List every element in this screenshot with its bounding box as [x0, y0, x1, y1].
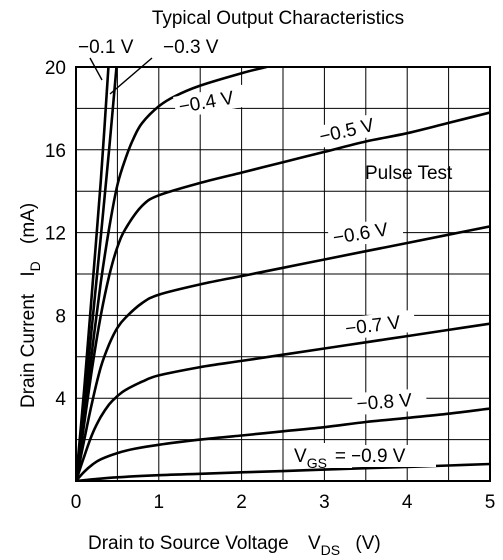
- series-line-2: [76, 67, 268, 481]
- leader-line-0: [89, 57, 103, 81]
- curve-label-bg: [351, 388, 428, 416]
- chart-title: Typical Output Characteristics: [152, 8, 404, 29]
- curve-label-text: −0.5 V: [317, 115, 376, 148]
- vgs-prefix-text: VGS =: [294, 446, 346, 471]
- curve-labels: −0.1 V −0.3 V −0.4 V −0.5 V −0.6 V −0.7 V −0.8…: [78, 37, 436, 471]
- vgs-symbol: V: [294, 446, 307, 467]
- x-tick-label: 4: [402, 492, 413, 513]
- y-tick-label: 12: [45, 224, 66, 245]
- x-axis-symbol-sub: DS: [321, 542, 340, 558]
- curve-label-text: −0.9 V: [350, 446, 406, 467]
- series-line-3: [76, 111, 490, 481]
- curve-label-bg: [339, 309, 417, 341]
- y-tick-label: 4: [55, 389, 66, 410]
- curve-label-2: −0.4 V: [173, 84, 250, 119]
- curve-label-bg: [313, 110, 391, 149]
- curve-label-1: −0.3 V: [163, 37, 219, 58]
- y-axis-symbol-sub: D: [27, 261, 43, 271]
- y-axis-label: Drain Current: [18, 293, 39, 408]
- curve-label-5: −0.7 V: [339, 309, 417, 341]
- curve-label-0: −0.1 V: [78, 37, 134, 58]
- curve-label-text: −0.3 V: [163, 37, 219, 58]
- y-tick-label: 20: [45, 58, 66, 79]
- series-line-6: [76, 407, 490, 481]
- curve-label-text: −0.8 V: [356, 390, 413, 415]
- x-tick-label: 2: [236, 492, 247, 513]
- vgs-equals: =: [335, 446, 346, 467]
- vgs-symbol-sub: GS: [307, 455, 327, 471]
- vgs-prefix: VGS =: [290, 443, 352, 471]
- x-axis-label: Drain to Source Voltage: [88, 533, 289, 554]
- curve-label-6: −0.8 V: [351, 388, 428, 416]
- curve-label-text: −0.1 V: [78, 37, 134, 58]
- y-axis-symbol: I: [18, 271, 39, 276]
- series-line-5: [76, 322, 490, 481]
- series-line-4: [76, 225, 490, 481]
- x-tick-label: 3: [319, 492, 330, 513]
- curves: [76, 67, 490, 481]
- x-axis-unit: (V): [355, 533, 380, 554]
- vgs-prefix-bg: [290, 443, 352, 468]
- curve-label-bg: [346, 445, 436, 467]
- pulse-test-annotation: Pulse Test: [365, 163, 453, 184]
- plot-frame: [75, 66, 491, 482]
- curve-label-bg: [327, 216, 404, 250]
- curve-label-bg: [173, 84, 250, 119]
- x-tick-label: 5: [485, 492, 496, 513]
- y-tick-label: 16: [45, 141, 66, 162]
- y-axis-unit: (mA): [18, 203, 39, 244]
- x-tick-label: 0: [71, 492, 82, 513]
- y-tick-label: 8: [55, 306, 66, 327]
- y-axis-title: Drain Current ID (mA): [18, 203, 45, 408]
- curve-label-text: −0.6 V: [331, 219, 389, 248]
- series-line-1: [76, 67, 118, 481]
- series-line-0: [76, 67, 110, 481]
- leader-line-1: [109, 57, 153, 95]
- curve-label-text: −0.7 V: [344, 312, 402, 340]
- x-tick-label: 1: [154, 492, 165, 513]
- curve-label-7: −0.9 V: [346, 445, 436, 467]
- x-axis-title: Drain to Source Voltage VDS (V): [88, 533, 381, 560]
- x-axis-symbol: V: [308, 533, 321, 554]
